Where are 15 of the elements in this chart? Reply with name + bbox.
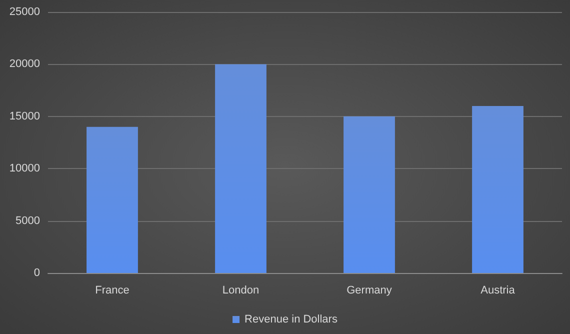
- y-tick-label: 0: [34, 267, 40, 279]
- bar: [344, 116, 395, 273]
- y-tick-label: 5000: [16, 214, 40, 227]
- y-tick-label: 10000: [9, 162, 40, 175]
- bar: [86, 126, 138, 273]
- bar: [472, 106, 524, 273]
- bar: [215, 64, 266, 273]
- x-tick-label: Germany: [346, 284, 392, 296]
- y-tick-label: 15000: [9, 110, 40, 122]
- legend-label: Revenue in Dollars: [244, 314, 338, 326]
- x-tick-label: Austria: [480, 284, 516, 296]
- x-tick-label: France: [95, 284, 130, 296]
- y-tick-label: 25000: [9, 6, 40, 18]
- y-tick-label: 20000: [9, 58, 40, 70]
- x-tick-label: London: [222, 284, 260, 296]
